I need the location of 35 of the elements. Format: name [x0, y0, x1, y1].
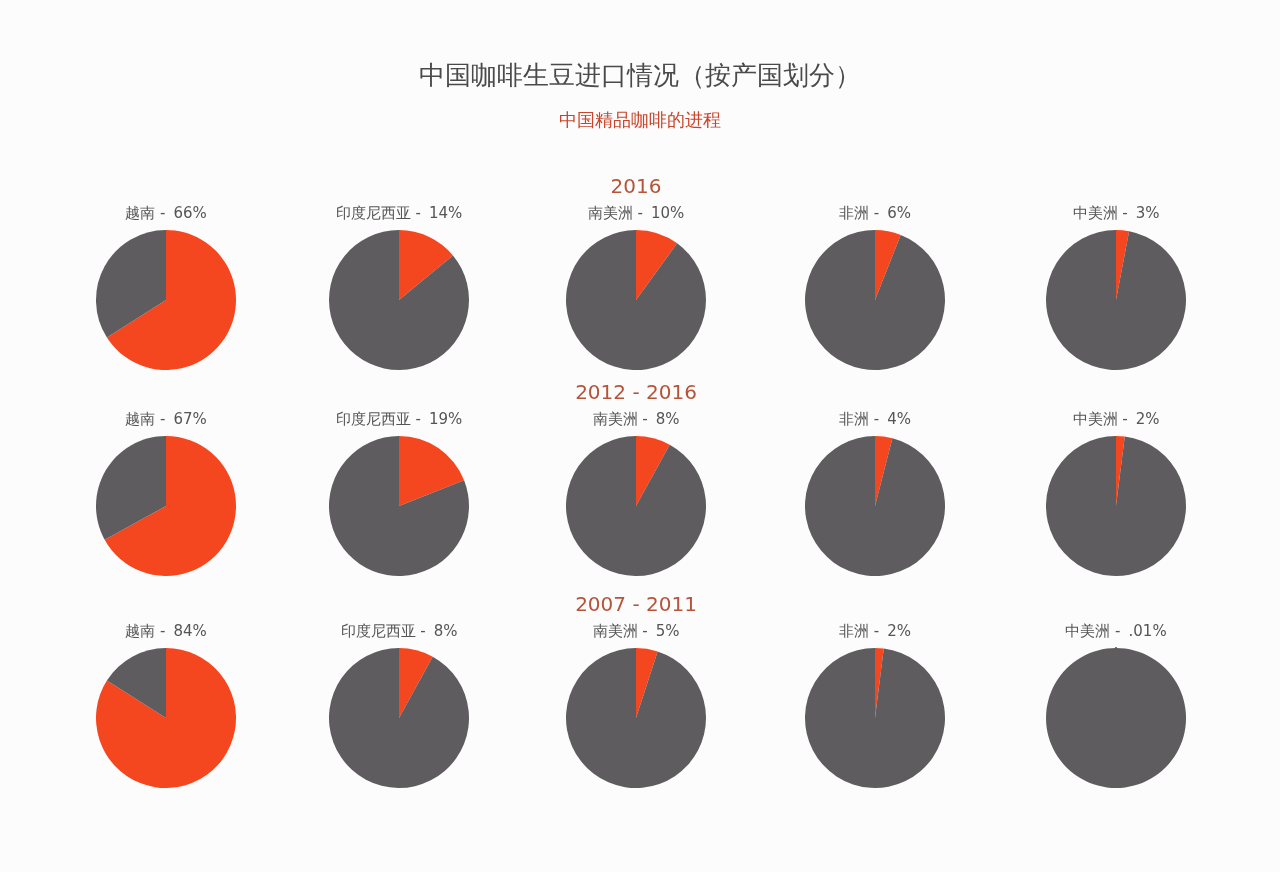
data-label: 84%: [173, 622, 207, 640]
text: 中国精品咖啡的进程: [559, 109, 721, 130]
slice-label: 南美洲 -: [587, 204, 643, 222]
slice-label: 非洲 -: [839, 410, 880, 428]
slice-label: 非洲 -: [839, 204, 880, 222]
data-label: 6%: [887, 204, 911, 222]
slice-label: 印度尼西亚 -: [340, 622, 426, 640]
data-label: 66%: [173, 204, 207, 222]
data-label: 19%: [428, 410, 463, 428]
slice-label: 中美洲 -: [1072, 204, 1128, 222]
data-label: 2%: [1135, 410, 1160, 428]
slice-label: 越南 -: [125, 622, 166, 640]
slice-label: 南美洲 -: [592, 410, 648, 428]
chart-title: 2016: [610, 174, 662, 198]
data-label: 67%: [173, 410, 207, 428]
data-label: 4%: [887, 410, 911, 428]
slice-label: 印度尼西亚 -: [335, 204, 421, 222]
data-label: 10%: [650, 204, 685, 222]
data-label: 3%: [1135, 204, 1160, 222]
slice-label: 南美洲 -: [592, 622, 648, 640]
slice-label: 印度尼西亚 -: [335, 410, 421, 428]
text: 中国咖啡生豆进口情况（按产国划分）: [419, 60, 861, 90]
data-label: 8%: [433, 622, 458, 640]
data-label: 2%: [887, 622, 911, 640]
slice-label: 越南 -: [125, 204, 166, 222]
chart-title: 2012 - 2016: [575, 380, 697, 404]
data-label: 14%: [428, 204, 463, 222]
slice-label: 非洲 -: [839, 622, 880, 640]
slice-label: 中美洲 -: [1065, 622, 1121, 640]
slice-label: 中美洲 -: [1072, 410, 1128, 428]
data-label: 8%: [655, 410, 680, 428]
data-label: .01%: [1128, 622, 1167, 640]
slice-label: 越南 -: [125, 410, 166, 428]
chart-title: 2007 - 2011: [575, 592, 697, 616]
data-label: 5%: [655, 622, 680, 640]
